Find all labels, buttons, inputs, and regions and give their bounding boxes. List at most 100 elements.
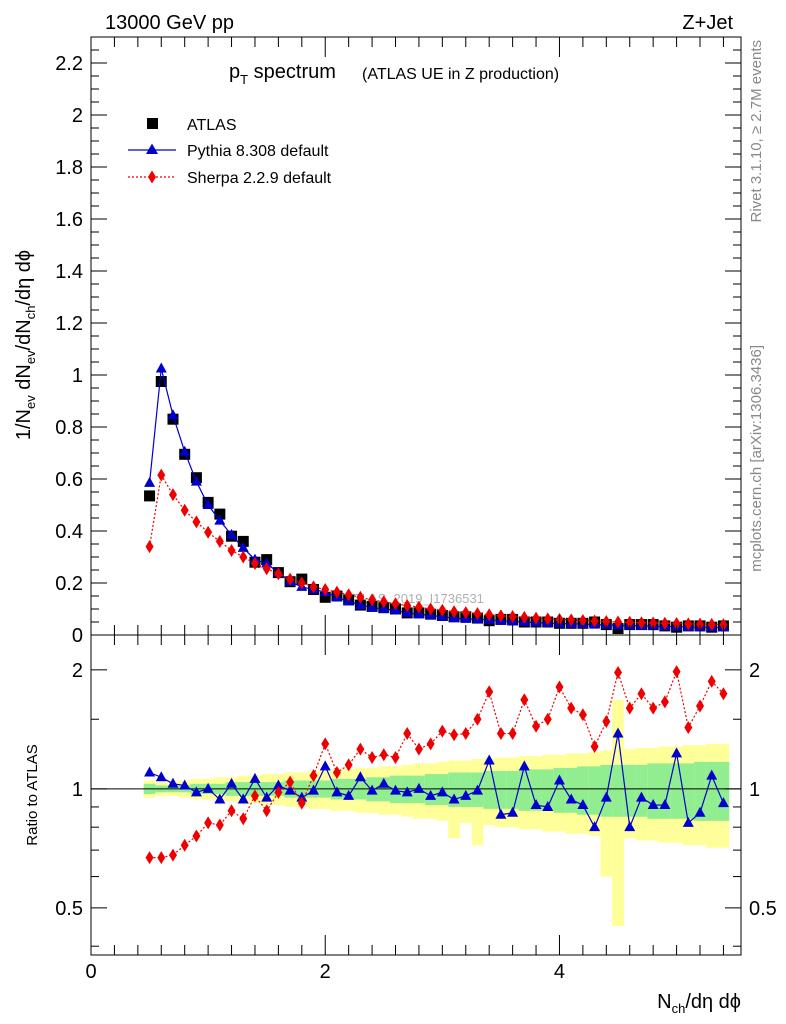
main-point-sherpa xyxy=(215,534,224,548)
ratio-point-pythia xyxy=(226,777,238,788)
legend-label-atlas: ATLAS xyxy=(187,117,237,134)
main-point-sherpa xyxy=(649,616,658,630)
ratio-point-pythia xyxy=(331,786,343,797)
ratio-band-inner xyxy=(588,766,601,815)
ratio-point-sherpa xyxy=(450,728,459,742)
main-point-sherpa xyxy=(719,618,728,632)
ratio-point-sherpa xyxy=(321,737,330,751)
main-point-atlas xyxy=(144,490,156,502)
main-point-sherpa xyxy=(332,585,341,599)
ratio-point-pythia xyxy=(518,760,530,771)
ratio-point-pythia xyxy=(647,799,659,810)
main-point-sherpa xyxy=(532,611,541,625)
main-y-tick-label: 2.2 xyxy=(55,53,83,75)
ratio-point-pythia xyxy=(612,727,624,738)
main-point-sherpa xyxy=(368,593,377,607)
legend-item-pythia: Pythia 8.308 default xyxy=(128,143,329,160)
ratio-y-tick-label-right: 0.5 xyxy=(749,898,777,920)
main-y-tick-label: 1.6 xyxy=(55,209,83,231)
ratio-point-pythia xyxy=(565,793,577,804)
legend-label-sherpa: Sherpa 2.2.9 default xyxy=(187,170,332,187)
main-point-atlas xyxy=(237,535,249,547)
ratio-band-inner xyxy=(623,764,636,817)
ratio-point-sherpa xyxy=(391,751,400,765)
main-point-pythia xyxy=(237,541,249,552)
ratio-point-sherpa xyxy=(719,687,728,701)
chart-title-subscript: T xyxy=(240,72,248,87)
ratio-point-pythia xyxy=(261,791,273,802)
ratio-point-sherpa xyxy=(532,719,541,733)
chart-title: pT spectrum xyxy=(229,61,336,87)
ratio-point-sherpa xyxy=(461,727,470,741)
main-point-pythia xyxy=(226,528,238,539)
ratio-point-pythia xyxy=(401,786,413,797)
ratio-point-pythia xyxy=(542,800,554,811)
ratio-point-pythia xyxy=(694,806,706,817)
main-point-sherpa xyxy=(696,617,705,631)
ratio-point-sherpa xyxy=(403,727,412,741)
ratio-point-sherpa xyxy=(473,712,482,726)
ratio-point-sherpa xyxy=(602,715,611,729)
ratio-point-sherpa xyxy=(168,848,177,862)
legend-item-sherpa: Sherpa 2.2.9 default xyxy=(128,170,332,187)
ratio-point-sherpa xyxy=(192,829,201,843)
main-point-sherpa xyxy=(590,614,599,628)
ratio-point-sherpa xyxy=(332,765,341,779)
ratio-point-sherpa xyxy=(485,685,494,699)
main-point-sherpa xyxy=(567,613,576,627)
x-tick-label: 2 xyxy=(320,961,331,983)
ratio-point-sherpa xyxy=(438,724,447,738)
main-point-pythia xyxy=(190,475,202,486)
main-data-marks xyxy=(144,362,729,634)
ratio-point-sherpa xyxy=(543,712,552,726)
legend-marker-sherpa xyxy=(148,170,156,184)
ratio-point-pythia xyxy=(483,754,495,765)
ratio-point-sherpa xyxy=(684,720,693,734)
main-point-sherpa xyxy=(578,613,587,627)
main-point-sherpa xyxy=(379,595,388,609)
ratio-point-sherpa xyxy=(555,680,564,694)
main-panel: 00.20.40.60.811.21.41.61.822.2 ATLAS_201… xyxy=(13,36,742,647)
main-y-tick-label: 0.8 xyxy=(55,417,83,439)
main-point-sherpa xyxy=(344,588,353,602)
ratio-y-tick-label: 1 xyxy=(72,779,83,801)
main-point-sherpa xyxy=(508,610,517,624)
ratio-series-line-sherpa xyxy=(149,669,724,859)
ratio-point-sherpa xyxy=(215,818,224,832)
ratio-point-pythia xyxy=(167,777,179,788)
legend-label-pythia: Pythia 8.308 default xyxy=(187,143,329,160)
main-point-sherpa xyxy=(485,608,494,622)
main-y-tick-label: 2 xyxy=(72,105,83,127)
main-y-tick-label: 0.2 xyxy=(55,573,83,595)
ratio-point-pythia xyxy=(671,747,683,758)
ratio-point-pythia xyxy=(495,808,507,819)
main-point-sherpa xyxy=(274,567,283,581)
main-point-sherpa xyxy=(239,550,248,564)
main-y-axis: 0 0.2 0.4 0.6 0.8 1 1.2 1.4 1.6 1.8 2 2.2 xyxy=(55,49,741,647)
ratio-point-sherpa xyxy=(414,742,423,756)
main-point-sherpa xyxy=(473,607,482,621)
ratio-band-inner xyxy=(670,763,683,819)
main-point-sherpa xyxy=(192,515,201,529)
ratio-point-sherpa xyxy=(286,775,295,789)
main-point-pythia xyxy=(214,514,226,525)
ratio-y-tick-label: 0.5 xyxy=(55,898,83,920)
main-point-sherpa xyxy=(707,617,716,631)
ratio-series-line-pythia xyxy=(149,733,724,829)
ratio-point-pythia xyxy=(706,769,718,780)
ratio-point-pythia xyxy=(436,786,448,797)
ratio-band-inner xyxy=(424,774,437,806)
ratio-point-pythia xyxy=(343,789,355,800)
x-tick-label: 4 xyxy=(554,961,565,983)
rivet-version-label: Rivet 3.1.10, ≥ 2.7M events xyxy=(748,40,765,223)
main-point-sherpa xyxy=(309,580,318,594)
main-y-tick-label: 0.6 xyxy=(55,469,83,491)
main-point-sherpa xyxy=(461,606,470,620)
main-point-sherpa xyxy=(157,468,166,482)
x-axis-label-main: N xyxy=(657,991,671,1013)
ratio-band-inner xyxy=(483,770,496,809)
ratio-point-pythia xyxy=(471,784,483,795)
ratio-band-inner xyxy=(705,761,718,821)
ratio-point-pythia xyxy=(319,760,331,771)
ratio-point-pythia xyxy=(659,799,671,810)
